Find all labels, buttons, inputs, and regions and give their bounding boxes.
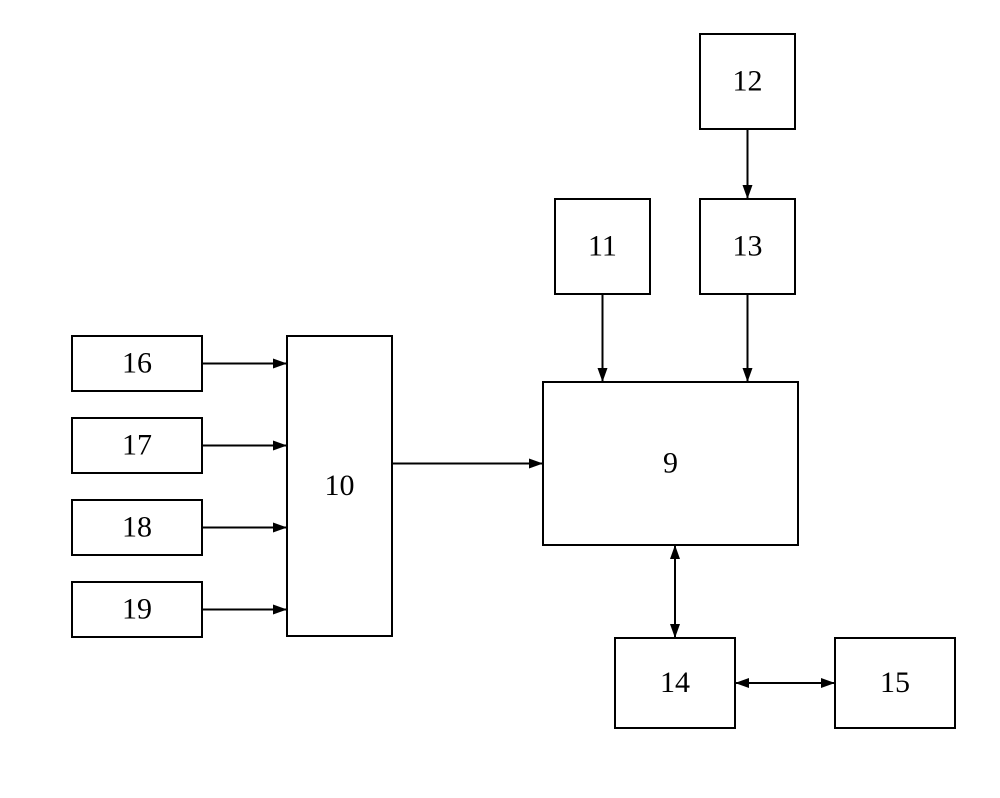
node-12: 12 bbox=[700, 34, 795, 129]
node-17-label: 17 bbox=[122, 428, 152, 461]
node-14-label: 14 bbox=[660, 666, 690, 699]
node-19-label: 19 bbox=[122, 592, 152, 625]
node-13: 13 bbox=[700, 199, 795, 294]
node-11: 11 bbox=[555, 199, 650, 294]
node-10: 10 bbox=[287, 336, 392, 636]
node-17: 17 bbox=[72, 418, 202, 473]
node-10-label: 10 bbox=[325, 469, 355, 502]
block-diagram: 9 10 11 12 13 14 15 16 17 18 19 bbox=[0, 0, 1000, 798]
node-18: 18 bbox=[72, 500, 202, 555]
node-16: 16 bbox=[72, 336, 202, 391]
node-11-label: 11 bbox=[588, 229, 617, 262]
node-15-label: 15 bbox=[880, 666, 910, 699]
node-16-label: 16 bbox=[122, 346, 152, 379]
node-12-label: 12 bbox=[733, 64, 763, 97]
node-14: 14 bbox=[615, 638, 735, 728]
node-19: 19 bbox=[72, 582, 202, 637]
node-13-label: 13 bbox=[733, 229, 763, 262]
node-9-label: 9 bbox=[663, 446, 678, 479]
node-9: 9 bbox=[543, 382, 798, 545]
node-15: 15 bbox=[835, 638, 955, 728]
node-18-label: 18 bbox=[122, 510, 152, 543]
